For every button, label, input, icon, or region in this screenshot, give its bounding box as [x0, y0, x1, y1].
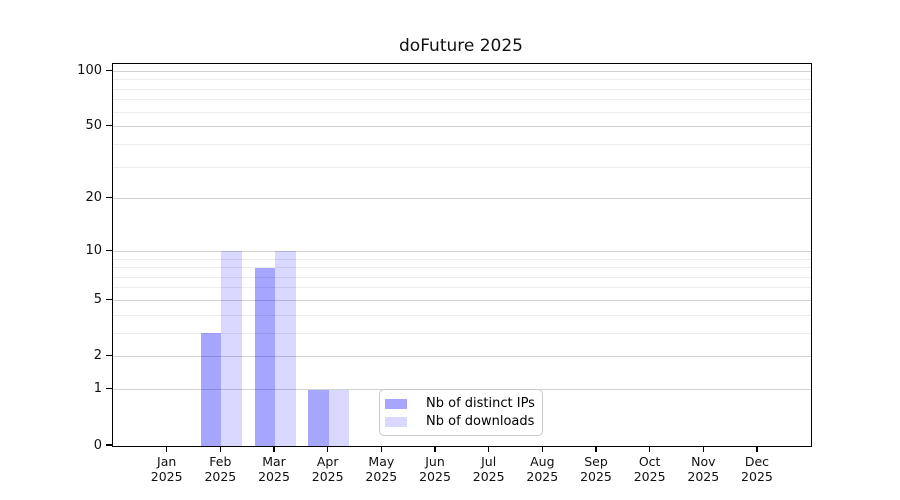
x-axis-tick-label: May 2025: [365, 454, 398, 484]
minor-gridline: [113, 111, 811, 113]
y-axis-tick-label: 1: [93, 381, 102, 397]
x-axis-tick-label: Oct 2025: [633, 454, 666, 484]
y-axis-tick-label: 10: [85, 242, 102, 258]
x-tick-mark: [273, 446, 275, 452]
legend-label-downloads: Nb of downloads: [426, 414, 535, 429]
y-axis-tick-label: 50: [85, 118, 102, 134]
x-axis-tick-label: Apr 2025: [311, 454, 344, 484]
y-axis-tick-label: 0: [93, 437, 102, 453]
x-axis-tick-label: Sep 2025: [580, 454, 612, 484]
x-tick-mark: [488, 446, 490, 452]
minor-gridline: [113, 99, 811, 101]
y-tick-mark: [106, 69, 112, 71]
bar-distinct-ips: [308, 389, 329, 446]
major-gridline: [113, 300, 811, 301]
y-tick-mark: [106, 388, 112, 390]
minor-gridline: [113, 88, 811, 90]
minor-gridline: [113, 79, 811, 81]
legend-row-downloads: Nb of downloads: [385, 413, 534, 431]
y-axis-tick-label: 100: [77, 62, 102, 78]
bar-downloads: [221, 251, 242, 446]
x-tick-mark: [380, 446, 382, 452]
x-tick-mark: [541, 446, 543, 452]
y-tick-mark: [106, 355, 112, 357]
minor-gridline: [113, 332, 811, 334]
legend-label-distinct-ips: Nb of distinct IPs: [426, 396, 535, 411]
minor-gridline: [113, 166, 811, 168]
x-tick-mark: [595, 446, 597, 452]
minor-gridline: [113, 314, 811, 316]
x-tick-mark: [756, 446, 758, 452]
y-tick-mark: [106, 298, 112, 301]
minor-gridline: [113, 287, 811, 289]
bar-distinct-ips: [200, 333, 222, 446]
y-axis-tick-label: 2: [93, 348, 102, 364]
major-gridline: [113, 126, 811, 128]
x-axis-tick-label: Aug 2025: [526, 454, 559, 484]
bar-distinct-ips: [254, 267, 276, 446]
minor-gridline: [113, 276, 811, 278]
minor-gridline: [113, 143, 811, 145]
legend-row-distinct-ips: Nb of distinct IPs: [385, 395, 535, 413]
x-axis-tick-label: Mar 2025: [258, 454, 290, 484]
x-axis-tick-label: Nov 2025: [687, 454, 720, 484]
chart-title: doFuture 2025: [399, 36, 523, 56]
y-tick-mark: [106, 197, 112, 199]
major-gridline: [113, 250, 811, 252]
legend-swatch-distinct-ips: [385, 399, 407, 409]
x-tick-mark: [702, 446, 704, 452]
y-axis-tick-label: 5: [93, 292, 102, 307]
minor-gridline: [113, 258, 811, 260]
x-axis-tick-label: Jul 2025: [472, 454, 505, 484]
x-axis-tick-label: Feb 2025: [204, 454, 237, 484]
plot-area: Nb of distinct IPs Nb of downloads: [112, 63, 812, 447]
x-tick-mark: [166, 446, 168, 452]
major-gridline: [113, 356, 811, 358]
major-gridline: [113, 198, 811, 200]
minor-gridline: [113, 267, 811, 269]
legend: Nb of distinct IPs Nb of downloads: [379, 389, 543, 436]
y-tick-mark: [106, 444, 112, 446]
y-tick-mark: [106, 125, 112, 127]
x-tick-mark: [434, 446, 436, 452]
bar-downloads: [328, 389, 350, 446]
x-tick-mark: [219, 446, 221, 452]
major-gridline: [113, 70, 811, 72]
x-axis-tick-label: Jan 2025: [150, 454, 183, 484]
x-tick-mark: [327, 446, 329, 452]
legend-swatch-downloads: [385, 417, 407, 427]
x-axis-tick-label: Jun 2025: [419, 454, 451, 484]
bar-downloads: [275, 251, 296, 446]
y-axis-tick-label: 20: [85, 190, 102, 206]
x-tick-mark: [649, 446, 651, 452]
x-axis-tick-label: Dec 2025: [741, 454, 773, 484]
y-tick-mark: [106, 249, 112, 251]
